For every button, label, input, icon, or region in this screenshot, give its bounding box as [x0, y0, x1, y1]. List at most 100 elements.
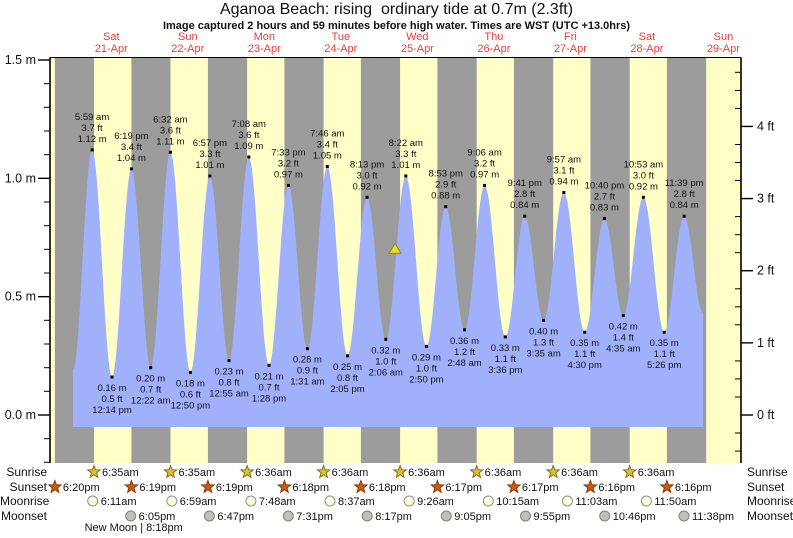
moonrise-circle-icon	[561, 495, 573, 507]
tide-curve-area	[73, 149, 703, 427]
tide-extreme-dot	[562, 191, 566, 194]
sunset-star-icon	[276, 479, 292, 494]
tide-label-line: 3.3 ft	[199, 149, 220, 160]
tide-label-line: 3.2 ft	[474, 158, 495, 169]
sunset-time: 6:18pm	[369, 482, 406, 494]
tide-label-line: 3.1 ft	[553, 166, 574, 177]
day-date-label: 25-Apr	[401, 43, 434, 55]
sunrise-time: 6:36am	[561, 467, 598, 479]
low-tide-label: 0.40 m1.3 ft3:35 am	[526, 326, 560, 359]
tide-label-line: 9:06 am	[467, 147, 501, 158]
tide-extreme-dot	[365, 195, 369, 199]
tide-extreme-dot	[542, 318, 546, 322]
tide-label-line: 10:53 am	[624, 159, 664, 170]
day-label: Thu	[484, 31, 503, 43]
low-tide-label: 0.35 m1.1 ft5:26 pm	[647, 338, 681, 371]
day-date-label: 28-Apr	[630, 43, 663, 55]
moonset-circle-icon	[125, 510, 137, 522]
low-tide-label: 0.21 m0.7 ft1:28 pm	[252, 371, 286, 404]
tide-label-line: 7:08 am	[232, 119, 266, 130]
y-axis-tick-label-right: 3 ft	[757, 192, 775, 206]
tide-label-line: 12:55 am	[209, 389, 249, 400]
tide-label-line: 1.0 ft	[375, 356, 396, 367]
moonset-time: 6:47pm	[217, 511, 254, 523]
tide-label-line: 0.88 m	[431, 191, 460, 202]
tide-label-line: 8:53 pm	[429, 169, 463, 180]
day-label: Sat	[639, 31, 656, 43]
tide-label-line: 0.29 m	[412, 352, 441, 363]
day-date-label: 21-Apr	[95, 43, 128, 55]
tide-label-line: 11:39 pm	[665, 178, 704, 189]
y-axis-tick-label-right: 1 ft	[757, 336, 775, 350]
sunrise-star-icon	[239, 464, 255, 479]
moonrise-time: 6:11am	[101, 496, 137, 508]
tide-label-line: 1.05 m	[313, 151, 342, 162]
tide-label-line: 0.5 ft	[101, 394, 122, 405]
day-label: Wed	[406, 31, 428, 43]
sunset-time: 6:16pm	[675, 482, 712, 494]
moonset-time: 11:38pm	[692, 511, 734, 523]
tide-label-line: 1.1 ft	[574, 349, 595, 360]
sunset-star-icon	[429, 479, 445, 494]
sunrise-star-icon	[545, 464, 561, 479]
sunset-star-icon	[506, 479, 522, 494]
tide-label-line: 5:59 am	[75, 112, 109, 123]
tide-label-line: 1.1 ft	[654, 349, 675, 360]
day-label: Sat	[103, 31, 120, 43]
tide-label-line: 0.94 m	[549, 177, 578, 188]
tide-label-line: 0.92 m	[629, 181, 658, 192]
tide-label-line: 3.2 ft	[278, 158, 299, 169]
day-date-label: 24-Apr	[324, 43, 357, 55]
tide-extreme-dot	[247, 155, 251, 159]
sunrise-time: 6:35am	[179, 467, 216, 479]
tide-label-line: 2.7 ft	[594, 192, 615, 203]
chart-subtitle: Image captured 2 hours and 59 minutes be…	[162, 20, 631, 32]
tide-label-line: 0.16 m	[97, 383, 126, 394]
tide-label-line: 0.25 m	[333, 362, 362, 373]
sunset-star-icon	[200, 479, 216, 494]
sunset-time: 6:19pm	[216, 482, 253, 494]
tide-extreme-dot	[404, 174, 408, 178]
moonset-time: 6:05pm	[139, 511, 176, 523]
tide-label-line: 0.83 m	[590, 203, 619, 214]
high-tide-label: 7:08 am3.6 ft1.09 m	[232, 119, 266, 152]
tide-label-line: 2:48 am	[447, 358, 481, 369]
tide-label-line: 0.97 m	[470, 169, 499, 180]
sunset-star-icon	[353, 479, 369, 494]
moonset-time: 9:05pm	[454, 511, 491, 523]
tide-label-line: 0.8 ft	[218, 378, 239, 389]
tide-label-line: 0.84 m	[670, 200, 699, 211]
high-tide-label: 6:32 am3.6 ft1.11 m	[153, 114, 187, 147]
tide-label-line: 2.8 ft	[514, 189, 535, 200]
tide-extreme-dot	[662, 330, 666, 334]
moonset-circle-icon	[282, 510, 294, 522]
tide-label-line: 0.23 m	[214, 367, 243, 378]
tide-label-line: 1.09 m	[234, 141, 263, 152]
sunset-time: 6:18pm	[292, 482, 329, 494]
tide-label-line: 9:57 am	[547, 155, 581, 166]
day-date-label: 22-Apr	[171, 43, 204, 55]
sunset-star-icon	[659, 479, 675, 494]
moonset-row-label-right: Moonset	[747, 509, 793, 523]
sunset-time: 6:19pm	[139, 482, 176, 494]
day-label: Sun	[178, 31, 198, 43]
low-tide-label: 0.42 m1.4 ft4:35 am	[606, 322, 640, 355]
tide-extreme-dot	[168, 150, 172, 154]
moonrise-time: 7:48am	[259, 496, 296, 508]
tide-extreme-dot	[641, 195, 645, 199]
tide-label-line: 9:41 pm	[508, 178, 542, 189]
moonset-row-label-left: Moonset	[0, 509, 47, 523]
moonset-time: 9:55pm	[533, 511, 570, 523]
tide-extreme-dot	[503, 335, 507, 339]
sunset-time: 6:17pm	[445, 482, 482, 494]
tide-label-line: 10:40 pm	[585, 181, 625, 192]
tide-extreme-dot	[682, 214, 686, 218]
moonrise-circle-icon	[166, 495, 178, 507]
tide-label-line: 0.35 m	[570, 338, 599, 349]
page-title: Aganoa Beach: rising ordinary tide at 0.…	[219, 1, 574, 18]
moonrise-row-label-right: Moonrise	[747, 494, 793, 508]
day-label: Fri	[564, 31, 577, 43]
sunset-time: 6:17pm	[522, 482, 559, 494]
